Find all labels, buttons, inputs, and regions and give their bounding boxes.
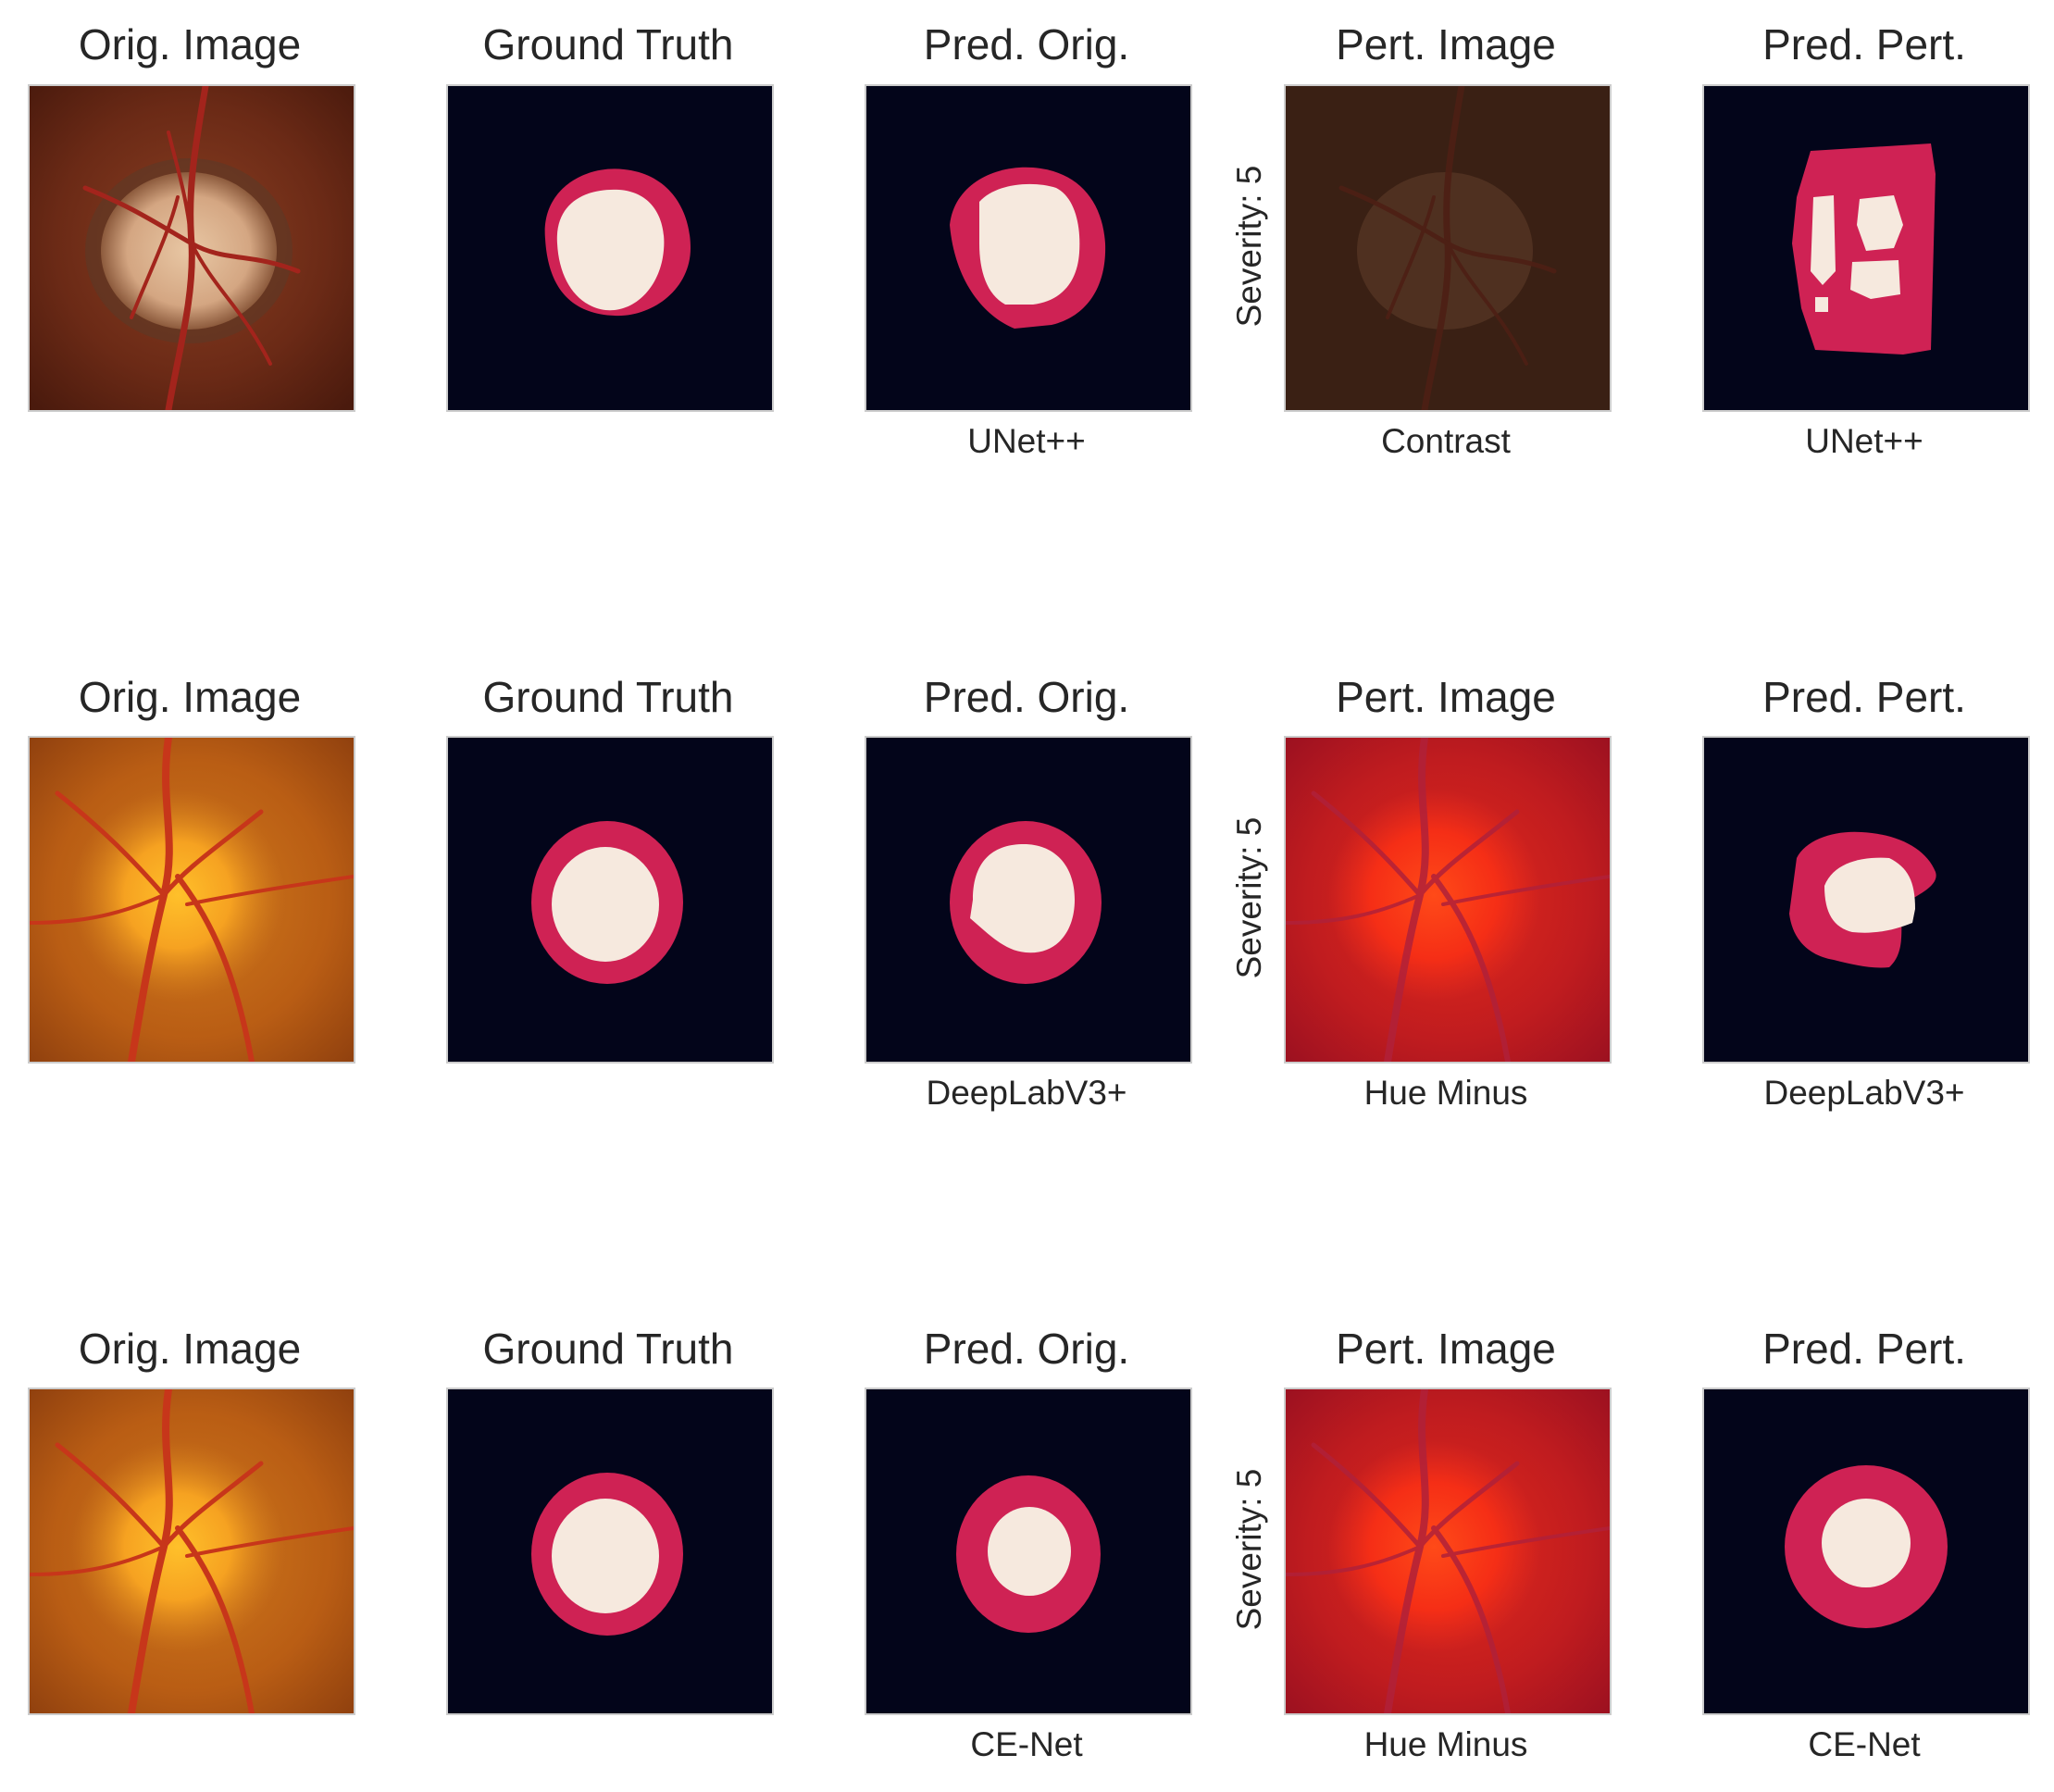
- panel-title: Pert. Image: [1336, 20, 1556, 68]
- model-caption: UNet++: [967, 422, 1086, 460]
- panel-title: Orig. Image: [78, 1325, 302, 1373]
- panel-title: Pert. Image: [1336, 1325, 1556, 1373]
- original-fundus-image: [28, 1388, 355, 1715]
- panel-title: Ground Truth: [482, 1325, 734, 1373]
- ground-truth-mask: [446, 736, 774, 1064]
- panel-title: Orig. Image: [78, 20, 302, 68]
- perturbation-caption: Contrast: [1381, 422, 1511, 460]
- ground-truth-mask: [446, 84, 774, 412]
- panel-title: Pred. Pert.: [1762, 1325, 1966, 1373]
- perturbed-fundus-image: [1284, 84, 1612, 412]
- original-fundus-image: [28, 736, 355, 1064]
- original-fundus-image: [28, 84, 355, 412]
- prediction-original-mask: [865, 84, 1192, 412]
- panel-title: Pred. Pert.: [1762, 673, 1966, 721]
- model-caption: UNet++: [1805, 422, 1923, 460]
- ground-truth-mask: [446, 1388, 774, 1715]
- panel-title: Ground Truth: [482, 20, 734, 68]
- panel-title: Pred. Pert.: [1762, 20, 1966, 68]
- model-caption: DeepLabV3+: [1763, 1074, 1965, 1112]
- severity-label: Severity: 5: [1230, 1468, 1268, 1631]
- panel-title: Pred. Orig.: [923, 20, 1130, 68]
- perturbation-caption: Hue Minus: [1363, 1725, 1528, 1763]
- severity-label: Severity: 5: [1230, 165, 1268, 328]
- model-caption: CE-Net: [970, 1725, 1083, 1763]
- panel-title: Pert. Image: [1336, 673, 1556, 721]
- severity-label: Severity: 5: [1230, 816, 1268, 979]
- model-caption: DeepLabV3+: [926, 1074, 1127, 1112]
- prediction-perturbed-mask: [1702, 84, 2030, 412]
- panel-title: Orig. Image: [78, 673, 302, 721]
- panel-title: Pred. Orig.: [923, 1325, 1130, 1373]
- panel-title: Ground Truth: [482, 673, 734, 721]
- perturbation-caption: Hue Minus: [1363, 1074, 1528, 1112]
- panel-title: Pred. Orig.: [923, 673, 1130, 721]
- prediction-perturbed-mask: [1702, 1388, 2030, 1715]
- model-caption: CE-Net: [1808, 1725, 1921, 1763]
- perturbed-fundus-image: [1284, 1388, 1612, 1715]
- prediction-perturbed-mask: [1702, 736, 2030, 1064]
- prediction-original-mask: [865, 1388, 1192, 1715]
- perturbed-fundus-image: [1284, 736, 1612, 1064]
- prediction-original-mask: [865, 736, 1192, 1064]
